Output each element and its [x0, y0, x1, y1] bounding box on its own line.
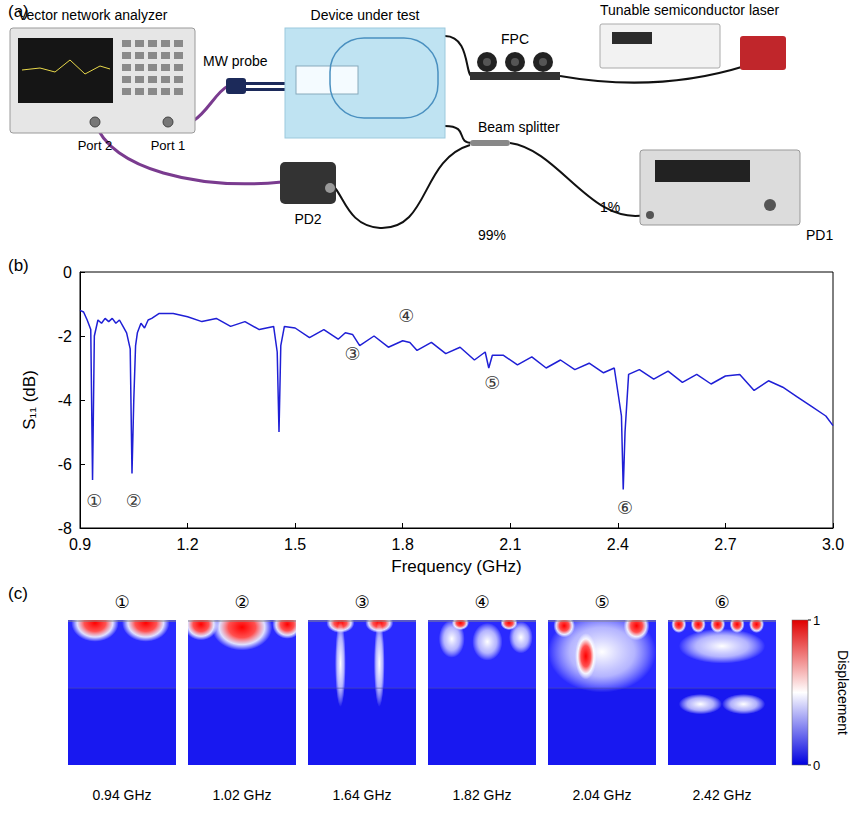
svg-text:2.04 GHz: 2.04 GHz	[572, 787, 631, 803]
svg-text:1%: 1%	[600, 199, 620, 215]
svg-text:2.4: 2.4	[607, 536, 629, 553]
svg-text:-4: -4	[58, 392, 72, 409]
svg-text:PD1: PD1	[806, 227, 833, 243]
svg-text:1.64 GHz: 1.64 GHz	[332, 787, 391, 803]
svg-text:1.8: 1.8	[392, 536, 414, 553]
svg-text:3.0: 3.0	[822, 536, 844, 553]
svg-text:1: 1	[813, 613, 820, 628]
svg-text:-8: -8	[58, 520, 72, 537]
svg-text:⑤: ⑤	[594, 592, 609, 612]
svg-text:④: ④	[398, 305, 414, 326]
svg-text:1.2: 1.2	[176, 536, 198, 553]
svg-text:⑥: ⑥	[714, 592, 729, 612]
svg-text:0: 0	[63, 264, 72, 281]
svg-text:Device under test: Device under test	[311, 7, 420, 23]
svg-text:-6: -6	[58, 456, 72, 473]
svg-text:0.94 GHz: 0.94 GHz	[92, 787, 151, 803]
svg-text:②: ②	[234, 592, 249, 612]
svg-text:Displacement: Displacement	[835, 650, 851, 735]
svg-text:Vector network analyzer: Vector network analyzer	[18, 7, 168, 23]
svg-text:②: ②	[126, 490, 142, 511]
svg-text:④: ④	[474, 592, 489, 612]
svg-text:Port 1: Port 1	[151, 138, 186, 153]
svg-text:MW probe: MW probe	[203, 53, 268, 69]
svg-text:③: ③	[344, 343, 360, 364]
svg-text:Frequency (GHz): Frequency (GHz)	[391, 557, 521, 576]
svg-text:0: 0	[813, 758, 820, 773]
svg-text:1.82 GHz: 1.82 GHz	[452, 787, 511, 803]
svg-text:1.5: 1.5	[284, 536, 306, 553]
svg-text:FPC: FPC	[501, 31, 529, 47]
svg-text:Beam splitter: Beam splitter	[478, 119, 560, 135]
svg-text:①: ①	[114, 592, 129, 612]
svg-text:2.1: 2.1	[499, 536, 521, 553]
svg-text:1.02 GHz: 1.02 GHz	[212, 787, 271, 803]
svg-text:99%: 99%	[478, 227, 506, 243]
svg-text:⑥: ⑥	[617, 497, 633, 518]
svg-text:2.42 GHz: 2.42 GHz	[692, 787, 751, 803]
svg-text:Port 2: Port 2	[78, 138, 113, 153]
svg-text:2.7: 2.7	[714, 536, 736, 553]
svg-text:Tunable semiconductor laser: Tunable semiconductor laser	[600, 2, 780, 18]
svg-text:0.9: 0.9	[69, 536, 91, 553]
svg-text:①: ①	[86, 490, 102, 511]
svg-text:S₁₁ (dB): S₁₁ (dB)	[20, 370, 39, 430]
svg-text:-2: -2	[58, 328, 72, 345]
svg-text:⑤: ⑤	[484, 372, 500, 393]
svg-text:PD2: PD2	[294, 211, 321, 227]
svg-text:③: ③	[354, 592, 369, 612]
